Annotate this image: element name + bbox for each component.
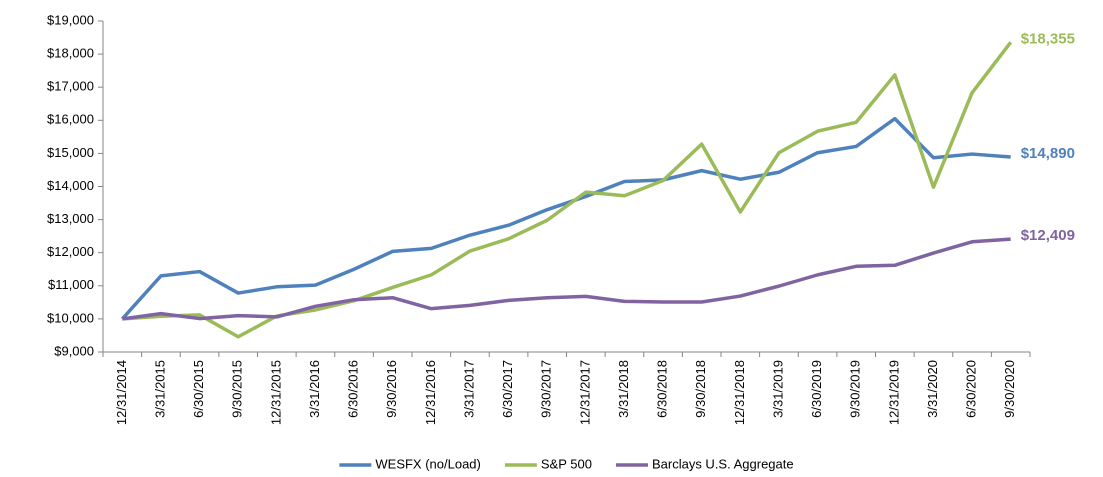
x-tick-label: 3/31/2017 (461, 360, 476, 418)
x-tick-label: 12/31/2018 (732, 360, 747, 425)
x-tick-label: 12/31/2017 (577, 360, 592, 425)
x-tick-label: 6/30/2015 (191, 360, 206, 418)
y-tick-label: $19,000 (47, 12, 94, 27)
data-label: $14,890 (1021, 145, 1075, 162)
y-tick-label: $10,000 (47, 310, 94, 325)
x-tick-label: 3/31/2016 (307, 360, 322, 418)
series-line (121, 116, 1011, 321)
series-line (122, 41, 1013, 339)
x-tick-label: 9/30/2018 (693, 360, 708, 418)
x-tick-label: 9/30/2020 (1002, 360, 1017, 418)
x-tick-label: 3/31/2019 (770, 360, 785, 418)
legend-label: S&P 500 (541, 456, 592, 471)
x-tick-label: 12/31/2014 (114, 360, 129, 425)
x-tick-label: 9/30/2019 (848, 360, 863, 418)
y-tick-label: $9,000 (54, 343, 94, 358)
legend-label: WESFX (no/Load) (375, 456, 481, 471)
x-tick-label: 6/30/2020 (964, 360, 979, 418)
x-tick-label: 12/31/2016 (423, 360, 438, 425)
x-tick-label: 6/30/2016 (346, 360, 361, 418)
y-tick-label: $18,000 (47, 46, 94, 61)
x-tick-label: 3/31/2020 (925, 360, 940, 418)
x-tick-label: 9/30/2016 (384, 360, 399, 418)
y-tick-label: $14,000 (47, 178, 94, 193)
y-tick-label: $17,000 (47, 79, 94, 94)
y-tick-label: $12,000 (47, 244, 94, 259)
x-tick-label: 6/30/2019 (809, 360, 824, 418)
x-tick-label: 9/30/2017 (539, 360, 554, 418)
x-tick-label: 6/30/2018 (655, 360, 670, 418)
y-tick-label: $13,000 (47, 211, 94, 226)
y-tick-label: $16,000 (47, 112, 94, 127)
series-line (122, 237, 1011, 321)
x-tick-label: 6/30/2017 (500, 360, 515, 418)
x-tick-label: 12/31/2015 (268, 360, 283, 425)
data-label: $12,409 (1021, 227, 1075, 244)
y-tick-label: $15,000 (47, 145, 94, 160)
x-tick-label: 3/31/2018 (616, 360, 631, 418)
y-tick-label: $11,000 (48, 277, 94, 292)
legend-label: Barclays U.S. Aggregate (652, 456, 794, 471)
x-tick-label: 9/30/2015 (230, 360, 245, 418)
x-tick-label: 12/31/2019 (886, 360, 901, 425)
data-label: $18,355 (1021, 30, 1075, 47)
x-tick-label: 3/31/2015 (152, 360, 167, 418)
